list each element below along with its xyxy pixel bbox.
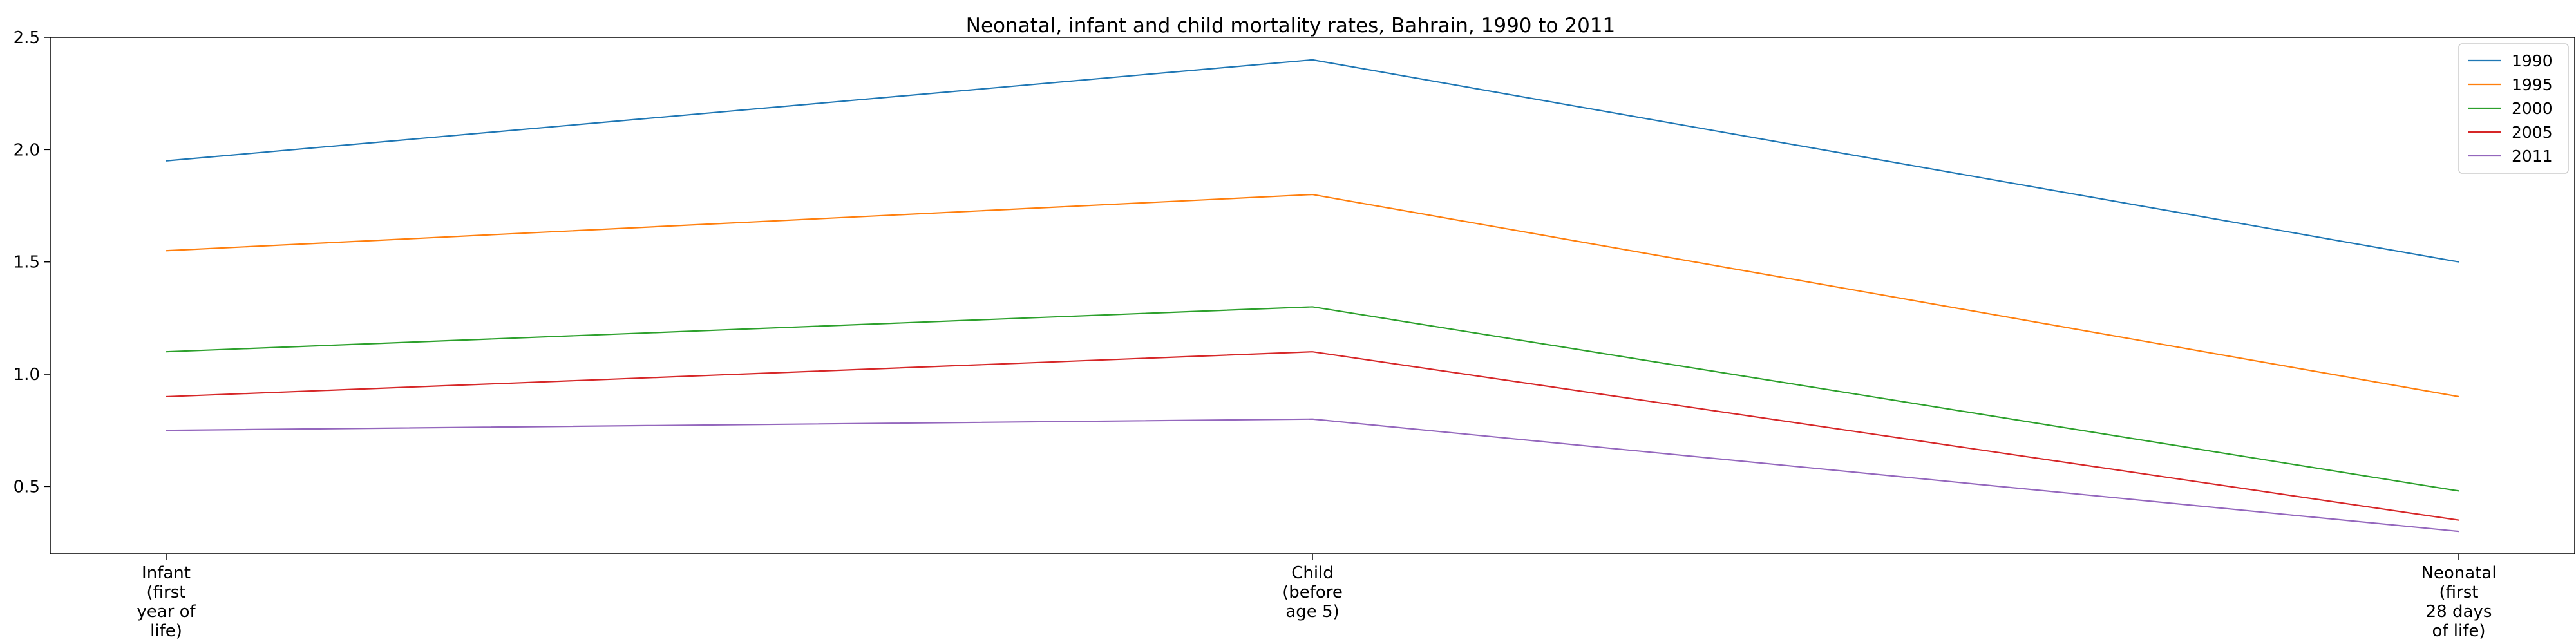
legend-label-1990: 1990 (2512, 52, 2553, 70)
series-lines (166, 59, 2459, 533)
data-point-2005-0 (166, 396, 167, 397)
legend-label-2000: 2000 (2512, 99, 2553, 118)
data-point-2011-0 (166, 430, 167, 431)
x-tick-label: Infant (first year of life) (137, 564, 196, 641)
series-line-1990 (166, 59, 2459, 263)
y-tick-label: 1.5 (14, 253, 40, 272)
x-tick-label-line: (first (2439, 583, 2479, 602)
data-point-1990-1 (1312, 59, 1313, 61)
x-tick-label-line: (first (147, 583, 186, 602)
x-tick-label-line: Infant (142, 564, 191, 583)
x-tick-label-line: 28 days (2426, 602, 2492, 621)
legend-box (2458, 43, 2569, 174)
chart-title: Neonatal, infant and child mortality rat… (966, 14, 1616, 37)
x-tick-label-line: Neonatal (2421, 564, 2496, 583)
legend: 1990 1995 2000 2005 2011 (2458, 43, 2569, 174)
legend-label-2011: 2011 (2512, 147, 2553, 166)
data-point-1990-0 (166, 160, 167, 162)
legend-label-1995: 1995 (2512, 75, 2553, 94)
x-tick-label-line: life) (150, 621, 182, 641)
data-point-1995-1 (1312, 194, 1313, 195)
y-tick-label: 2.5 (14, 28, 40, 48)
x-tick-label: Neonatal (first 28 days of life) (2421, 564, 2496, 641)
legend-label-2005: 2005 (2512, 123, 2553, 142)
series-line-2000 (166, 306, 2459, 492)
x-tick-label-line: of life) (2432, 621, 2485, 641)
x-axis: Infant (first year of life)Child (before age … (137, 554, 2497, 641)
y-tick-label: 0.5 (14, 477, 40, 497)
x-tick-label-line: Child (1291, 564, 1334, 583)
x-tick-label-line: age 5) (1285, 602, 1339, 621)
y-tick-label: 2.0 (14, 140, 40, 160)
y-axis: 0.5 1.0 1.5 2.0 2.5 (14, 28, 50, 497)
y-tick-label: 1.0 (14, 365, 40, 384)
series-line-1995 (166, 193, 2459, 397)
plot-frame (50, 37, 2575, 554)
x-tick-label: Child (before age 5) (1282, 564, 1343, 621)
x-tick-label-line: year of (137, 602, 196, 621)
x-tick-label-line: (before (1282, 583, 1343, 602)
